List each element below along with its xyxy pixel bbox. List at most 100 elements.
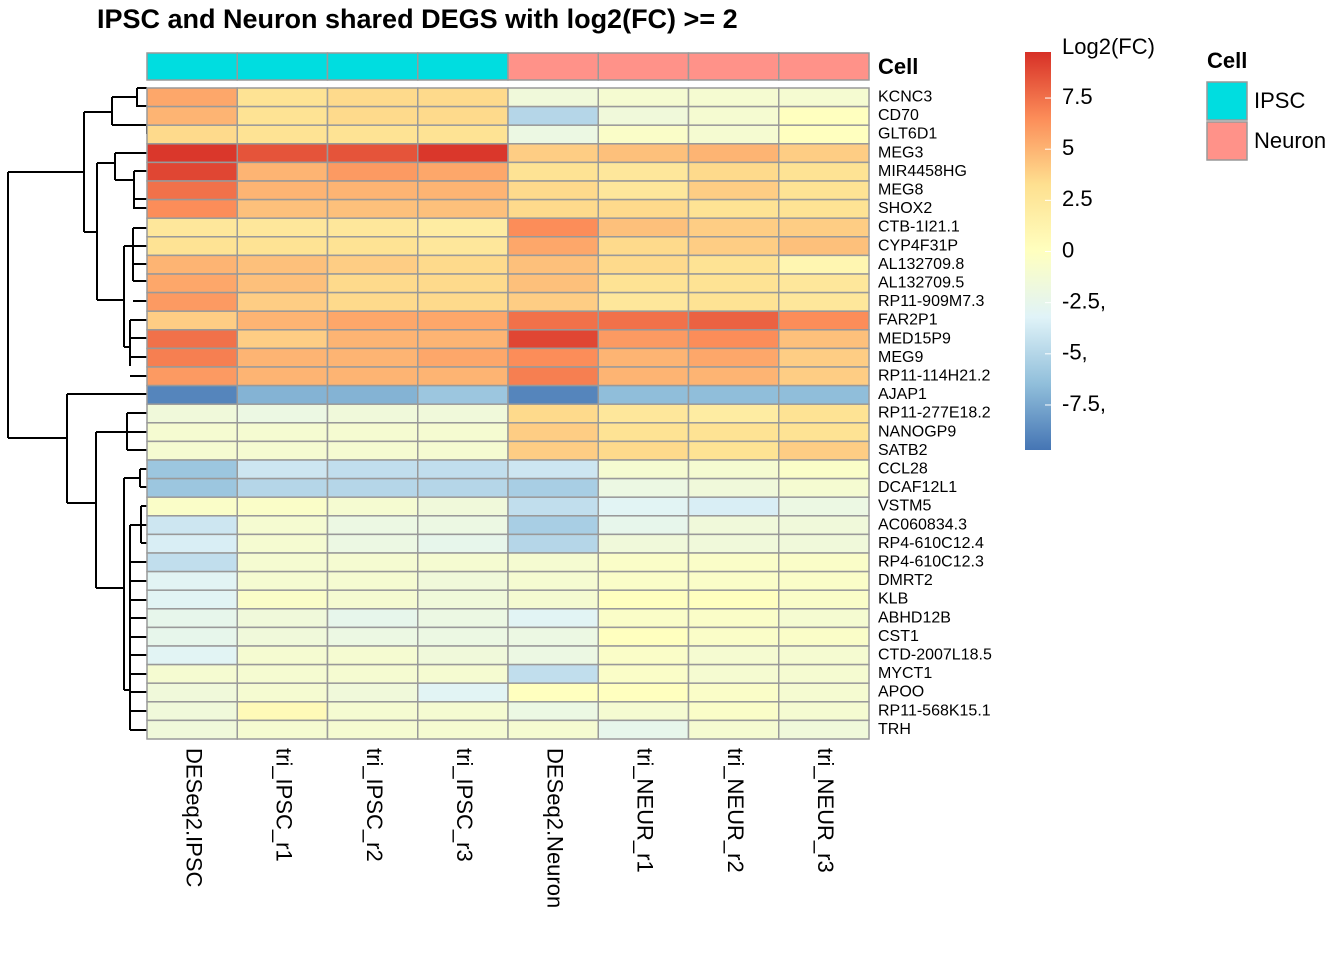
heatmap-cell — [146, 533, 238, 554]
heatmap-cell — [326, 273, 419, 294]
heatmap-cell — [597, 663, 690, 684]
heatmap-cell — [146, 217, 238, 238]
heatmap-cell — [146, 198, 238, 219]
heatmap-cell — [597, 347, 690, 368]
heatmap-cell — [236, 608, 329, 629]
heatmap-cell — [597, 236, 690, 257]
annotation-cell — [507, 52, 599, 81]
heatmap-cell — [687, 701, 780, 722]
colorbar-tick-label: -7.5, — [1062, 391, 1106, 416]
row-label: MEG3 — [878, 144, 923, 161]
heatmap-cell — [507, 310, 599, 331]
heatmap-cell — [687, 515, 780, 536]
heatmap-cell — [597, 589, 690, 610]
heatmap-cell — [778, 719, 870, 740]
heatmap-cell — [236, 496, 329, 517]
heatmap-cell — [146, 589, 238, 610]
heatmap-cell — [146, 254, 238, 275]
row-label: SHOX2 — [878, 200, 932, 217]
heatmap-cell — [236, 310, 329, 331]
heatmap-cell — [687, 663, 780, 684]
row-label: MYCT1 — [878, 665, 932, 682]
heatmap-cell — [687, 477, 780, 498]
heatmap-cell — [507, 124, 599, 145]
heatmap-cell — [778, 180, 870, 201]
heatmap-cell — [326, 589, 419, 610]
heatmap-cell — [687, 626, 780, 647]
annotation-label: Cell — [878, 54, 918, 79]
heatmap-cell — [417, 310, 509, 331]
heatmap-cell — [778, 291, 870, 312]
heatmap-cell — [326, 663, 419, 684]
heatmap-cell — [597, 273, 690, 294]
heatmap-cell — [597, 310, 690, 331]
heatmap-cell — [326, 87, 419, 108]
heatmap-cell — [236, 719, 329, 740]
heatmap-cell — [146, 477, 238, 498]
row-label: RP11-909M7.3 — [878, 293, 985, 310]
heatmap-cell — [236, 384, 329, 405]
heatmap-cell — [326, 496, 419, 517]
heatmap-cell — [687, 329, 780, 350]
colorbar-title: Log2(FC) — [1062, 34, 1155, 59]
heatmap-cell — [778, 608, 870, 629]
column-label: tri_IPSC_r2 — [362, 748, 387, 862]
heatmap-cell — [326, 384, 419, 405]
heatmap-cell — [146, 663, 238, 684]
heatmap-cell — [687, 291, 780, 312]
heatmap-cell — [597, 496, 690, 517]
heatmap-cell — [778, 477, 870, 498]
heatmap-cell — [507, 440, 599, 461]
annotation-cell — [417, 52, 509, 81]
heatmap-cell — [687, 645, 780, 666]
heatmap-cell — [778, 236, 870, 257]
heatmap-cell — [326, 198, 419, 219]
row-label: FAR2P1 — [878, 312, 938, 329]
row-label: AC060834.3 — [878, 516, 967, 533]
legend-label: IPSC — [1254, 88, 1305, 113]
heatmap-cell — [507, 719, 599, 740]
row-label: DCAF12L1 — [878, 479, 957, 496]
heatmap-cell — [326, 440, 419, 461]
annotation-cell — [778, 52, 870, 81]
heatmap-cell — [507, 477, 599, 498]
column-label: tri_NEUR_r3 — [813, 748, 838, 873]
heatmap-cell — [146, 682, 238, 703]
heatmap-cell — [507, 217, 599, 238]
heatmap-cell — [236, 124, 329, 145]
heatmap-cell — [146, 645, 238, 666]
heatmap-cell — [417, 459, 509, 480]
heatmap-cell — [146, 143, 238, 164]
heatmap-cell — [597, 366, 690, 387]
heatmap-cell — [146, 347, 238, 368]
heatmap-cell — [778, 552, 870, 573]
row-label: RP11-277E18.2 — [878, 405, 991, 422]
heatmap-cell — [507, 236, 599, 257]
row-label: CYP4F31P — [878, 237, 958, 254]
heatmap-cell — [597, 552, 690, 573]
row-label: NANOGP9 — [878, 423, 956, 440]
row-label: MEG9 — [878, 349, 923, 366]
heatmap-cell — [778, 143, 870, 164]
heatmap-cell — [507, 496, 599, 517]
heatmap-cell — [687, 310, 780, 331]
heatmap-cell — [236, 180, 329, 201]
column-label: tri_NEUR_r1 — [633, 748, 658, 873]
heatmap-cell — [417, 719, 509, 740]
heatmap-cell — [778, 682, 870, 703]
heatmap-cell — [597, 422, 690, 443]
row-label: AL132709.5 — [878, 275, 964, 292]
heatmap-cell — [778, 403, 870, 424]
heatmap-cell — [417, 663, 509, 684]
row-label: MIR4458HG — [878, 163, 967, 180]
heatmap-cell — [326, 608, 419, 629]
heatmap-cell — [687, 87, 780, 108]
heatmap-cell — [687, 254, 780, 275]
heatmap-cell — [687, 347, 780, 368]
heatmap-cell — [236, 366, 329, 387]
heatmap-cell — [417, 626, 509, 647]
row-label: RP4-610C12.3 — [878, 554, 984, 571]
annotation-cell — [326, 52, 419, 81]
heatmap-cell — [597, 701, 690, 722]
row-label: AL132709.8 — [878, 256, 964, 273]
